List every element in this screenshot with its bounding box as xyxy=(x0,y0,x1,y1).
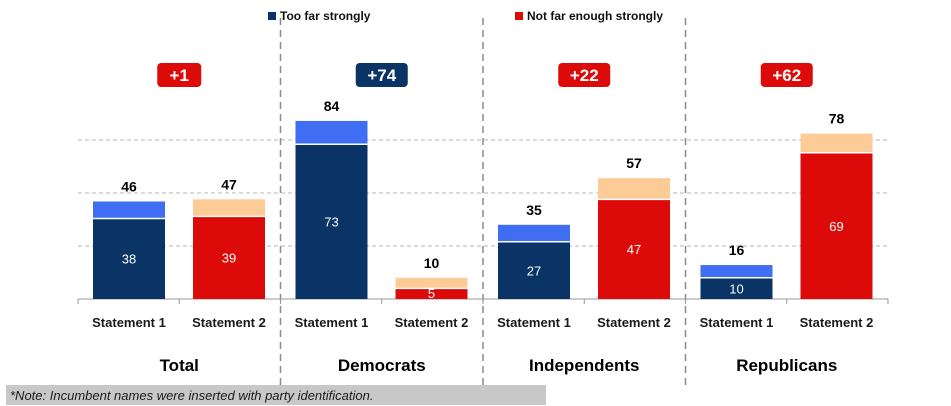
net-badge-label-1: +1 xyxy=(170,66,189,85)
x-tick-label: Statement 2 xyxy=(597,315,671,330)
net-badge-2 xyxy=(355,63,408,87)
bar-strong-value-label: 73 xyxy=(324,215,338,230)
legend-swatch-2 xyxy=(515,12,523,20)
bar-strong-segment xyxy=(800,152,873,299)
bar-strong-segment xyxy=(700,277,773,299)
bar-rest-segment xyxy=(295,120,368,145)
bar-rest-segment xyxy=(395,277,468,289)
net-badge-3 xyxy=(558,63,611,87)
bar-strong-segment xyxy=(93,218,165,299)
bar-rest-segment xyxy=(800,133,873,153)
bar-total-value-label: 46 xyxy=(121,178,137,194)
net-badge-4 xyxy=(760,63,813,87)
x-tick-label: Statement 2 xyxy=(395,315,469,330)
bar-total-value-label: 57 xyxy=(626,155,642,171)
bar-rest-segment xyxy=(700,265,773,278)
bar-strong-segment xyxy=(295,144,368,299)
bar-strong-value-label: 27 xyxy=(527,263,541,278)
net-badge-label-4: +62 xyxy=(772,66,801,85)
bar-strong-value-label: 10 xyxy=(729,281,743,296)
bar-total-value-label: 35 xyxy=(526,202,542,218)
group-label-3: Independents xyxy=(529,356,640,375)
footnote: *Note: Incumbent names were inserted wit… xyxy=(10,388,374,403)
x-tick-label: Statement 1 xyxy=(295,315,369,330)
x-tick-label: Statement 1 xyxy=(92,315,166,330)
x-tick-label: Statement 2 xyxy=(192,315,266,330)
bar-strong-segment xyxy=(598,199,670,299)
legend-label-1: Too far strongly xyxy=(280,9,371,23)
legend-label-2: Not far enough strongly xyxy=(527,9,663,23)
bar-total-value-label: 78 xyxy=(829,111,845,127)
legend-swatch-1 xyxy=(268,12,276,20)
x-tick-label: Statement 1 xyxy=(700,315,774,330)
bar-total-value-label: 47 xyxy=(221,176,237,192)
bar-strong-value-label: 47 xyxy=(627,242,641,257)
group-label-4: Republicans xyxy=(736,356,837,375)
bar-rest-segment xyxy=(93,201,165,219)
bar-strong-value-label: 38 xyxy=(122,252,136,267)
bar-rest-segment xyxy=(498,224,570,242)
bar-strong-value-label: 69 xyxy=(829,219,843,234)
note-background xyxy=(6,385,546,405)
net-badge-label-2: +74 xyxy=(367,66,396,85)
bar-strong-value-label: 5 xyxy=(428,286,435,301)
net-badge-label-3: +22 xyxy=(570,66,599,85)
net-badge-1 xyxy=(157,63,202,87)
bar-total-value-label: 84 xyxy=(324,98,340,114)
bar-rest-segment xyxy=(598,178,670,200)
group-label-1: Total xyxy=(160,356,199,375)
bar-total-value-label: 16 xyxy=(729,242,745,258)
bar-total-value-label: 10 xyxy=(424,255,440,271)
bar-strong-segment xyxy=(193,216,265,299)
x-tick-label: Statement 2 xyxy=(800,315,874,330)
x-tick-label: Statement 1 xyxy=(497,315,571,330)
bar-rest-segment xyxy=(193,199,265,217)
bar-strong-value-label: 39 xyxy=(222,251,236,266)
bar-strong-segment xyxy=(498,241,570,299)
group-label-2: Democrats xyxy=(338,356,426,375)
bar-strong-segment xyxy=(395,288,468,299)
